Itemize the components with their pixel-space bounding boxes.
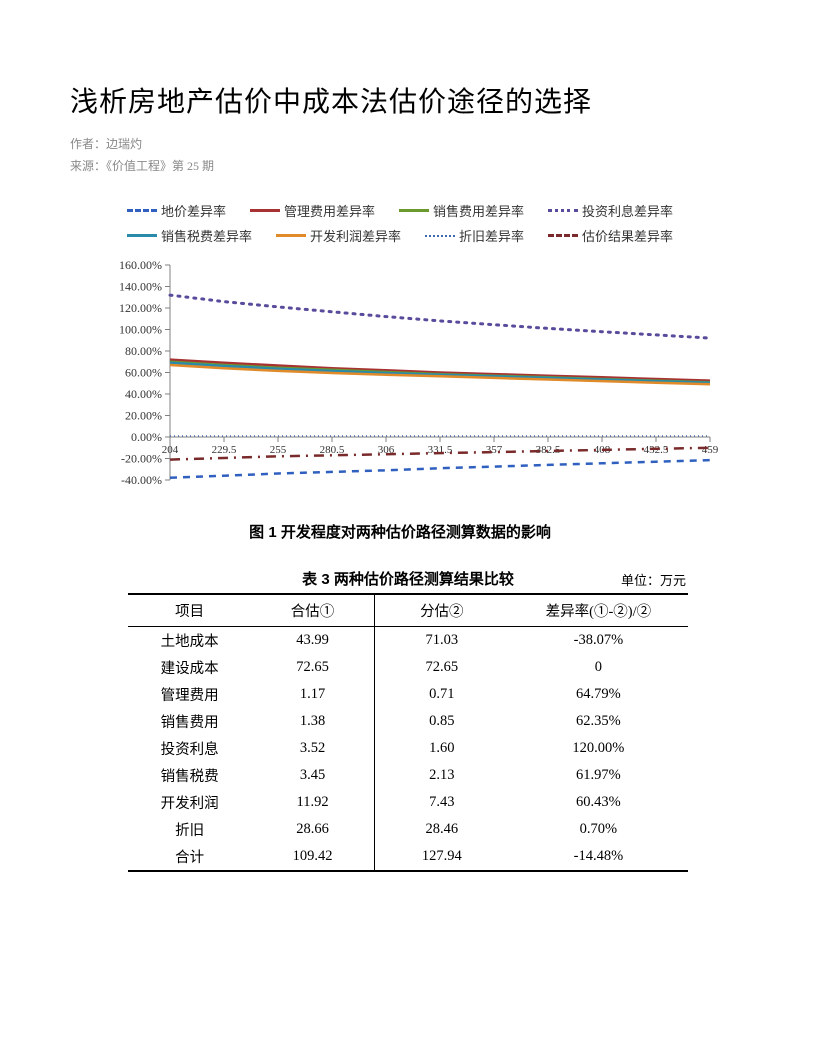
table-cell: 1.60 xyxy=(374,735,508,762)
legend-item: 开发利润差异率 xyxy=(276,226,401,245)
svg-text:459: 459 xyxy=(702,444,719,456)
table-cell: 3.52 xyxy=(251,735,374,762)
svg-text:-20.00%: -20.00% xyxy=(121,452,162,466)
table-cell: 销售费用 xyxy=(128,708,251,735)
chart-plot: -40.00% -20.00% 0.00% 20.00% 40.00% 60.00% 80.… xyxy=(80,255,720,515)
table-cell: 1.38 xyxy=(251,708,374,735)
table-cell: 0.85 xyxy=(374,708,508,735)
table-cell: 61.97% xyxy=(509,762,688,789)
author-line: 作者：边瑞灼 xyxy=(70,134,746,156)
table-cell: 72.65 xyxy=(251,654,374,681)
table-unit: 单位：万元 xyxy=(621,570,686,589)
table-cell: 建设成本 xyxy=(128,654,251,681)
svg-text:60.00%: 60.00% xyxy=(125,366,162,380)
table-row: 销售费用1.380.8562.35% xyxy=(128,708,688,735)
table-cell: 127.94 xyxy=(374,843,508,871)
table-cell: 销售税费 xyxy=(128,762,251,789)
table-row: 折旧28.6628.460.70% xyxy=(128,816,688,843)
table-cell: -38.07% xyxy=(509,627,688,655)
svg-text:20.00%: 20.00% xyxy=(125,409,162,423)
figure-1: 地价差异率 管理费用差异率 销售费用差异率 投资利息差异率销售税费差异率 开发利润差异率… xyxy=(80,201,720,542)
legend-item: 投资利息差异率 xyxy=(548,201,673,220)
table-3: 项目合估①分估②差异率(①-②)/② 土地成本43.9971.03-38.07%… xyxy=(128,593,688,872)
table-header-cell: 合估① xyxy=(251,594,374,627)
legend-item: 管理费用差异率 xyxy=(250,201,375,220)
table-header-cell: 差异率(①-②)/② xyxy=(509,594,688,627)
table-cell: 71.03 xyxy=(374,627,508,655)
page-title: 浅析房地产估价中成本法估价途径的选择 xyxy=(70,80,746,120)
table-row: 土地成本43.9971.03-38.07% xyxy=(128,627,688,655)
svg-text:229.5: 229.5 xyxy=(212,444,237,456)
svg-text:0.00%: 0.00% xyxy=(131,430,162,444)
table-row: 合计109.42127.94-14.48% xyxy=(128,843,688,871)
table-row: 开发利润11.927.4360.43% xyxy=(128,789,688,816)
chart-legend: 地价差异率 管理费用差异率 销售费用差异率 投资利息差异率销售税费差异率 开发利润差异率… xyxy=(80,201,720,245)
svg-text:140.00%: 140.00% xyxy=(119,280,162,294)
table-cell: 管理费用 xyxy=(128,681,251,708)
table-cell: 28.66 xyxy=(251,816,374,843)
table-cell: 28.46 xyxy=(374,816,508,843)
table-cell: 109.42 xyxy=(251,843,374,871)
figure-caption: 图 1 开发程度对两种估价路径测算数据的影响 xyxy=(80,521,720,542)
source-line: 来源：《价值工程》第 25 期 xyxy=(70,156,746,178)
table-cell: 0.71 xyxy=(374,681,508,708)
table-row: 投资利息3.521.60120.00% xyxy=(128,735,688,762)
legend-item: 估价结果差异率 xyxy=(548,226,673,245)
svg-text:-40.00%: -40.00% xyxy=(121,473,162,487)
table-cell: 7.43 xyxy=(374,789,508,816)
legend-item: 销售税费差异率 xyxy=(127,226,252,245)
table-cell: 11.92 xyxy=(251,789,374,816)
table-cell: 土地成本 xyxy=(128,627,251,655)
table-cell: 72.65 xyxy=(374,654,508,681)
svg-text:204: 204 xyxy=(162,444,179,456)
table-row: 管理费用1.170.7164.79% xyxy=(128,681,688,708)
svg-text:120.00%: 120.00% xyxy=(119,301,162,315)
table-cell: 0 xyxy=(509,654,688,681)
table-row: 销售税费3.452.1361.97% xyxy=(128,762,688,789)
table-header-row: 项目合估①分估②差异率(①-②)/② xyxy=(128,594,688,627)
table-header-cell: 项目 xyxy=(128,594,251,627)
table-cell: -14.48% xyxy=(509,843,688,871)
svg-text:160.00%: 160.00% xyxy=(119,258,162,272)
svg-text:100.00%: 100.00% xyxy=(119,323,162,337)
svg-text:40.00%: 40.00% xyxy=(125,387,162,401)
legend-item: 折旧差异率 xyxy=(425,226,524,245)
table-caption: 表 3 两种估价路径测算结果比较 单位：万元 xyxy=(70,568,746,589)
table-cell: 60.43% xyxy=(509,789,688,816)
table-cell: 开发利润 xyxy=(128,789,251,816)
legend-item: 销售费用差异率 xyxy=(399,201,524,220)
svg-text:80.00%: 80.00% xyxy=(125,344,162,358)
table-cell: 0.70% xyxy=(509,816,688,843)
svg-text:255: 255 xyxy=(270,444,287,456)
legend-item: 地价差异率 xyxy=(127,201,226,220)
table-header-cell: 分估② xyxy=(374,594,508,627)
table-cell: 62.35% xyxy=(509,708,688,735)
table-cell: 1.17 xyxy=(251,681,374,708)
table-cell: 合计 xyxy=(128,843,251,871)
table-cell: 120.00% xyxy=(509,735,688,762)
table-cell: 64.79% xyxy=(509,681,688,708)
table-cell: 投资利息 xyxy=(128,735,251,762)
table-cell: 2.13 xyxy=(374,762,508,789)
table-cell: 折旧 xyxy=(128,816,251,843)
table-row: 建设成本72.6572.650 xyxy=(128,654,688,681)
table-cell: 43.99 xyxy=(251,627,374,655)
svg-text:357: 357 xyxy=(486,444,503,456)
table-caption-text: 表 3 两种估价路径测算结果比较 xyxy=(302,571,514,588)
table-cell: 3.45 xyxy=(251,762,374,789)
